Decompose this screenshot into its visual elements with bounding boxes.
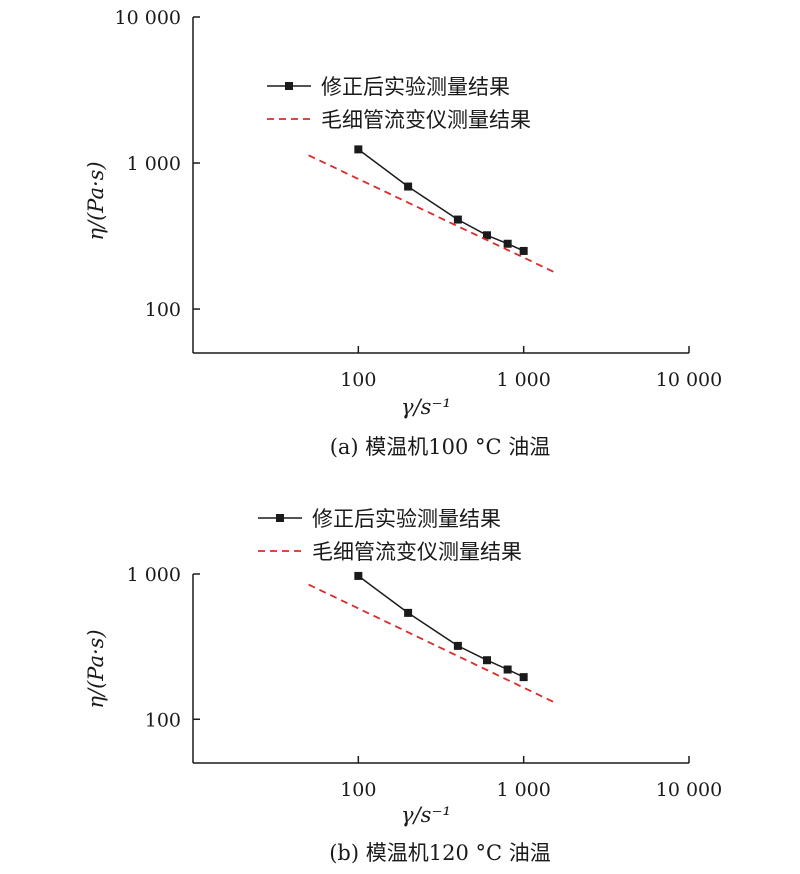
x-axis-title: γ/s⁻¹: [401, 395, 451, 419]
legend-label: 毛细管流变仪测量结果: [321, 108, 531, 132]
y-tick-label: 10 000: [115, 7, 181, 29]
legend-swatch-marker: [276, 514, 284, 522]
legend-swatch-marker: [285, 82, 293, 90]
data-point-marker: [519, 673, 528, 682]
chart-panel-1: 100 1 000 10 000 100 1 000 γ/s⁻¹ η/(Pa·s) 修正后实验…: [84, 507, 722, 865]
x-tick-label: 10 000: [656, 369, 722, 391]
data-point-marker: [354, 145, 363, 154]
data-point-marker: [453, 215, 462, 224]
y-tick-label: 1 000: [127, 564, 181, 586]
data-point-marker: [503, 665, 512, 674]
series-line-corrected-experiment: [357, 575, 525, 678]
data-point-marker: [354, 571, 363, 580]
x-axis-title: γ/s⁻¹: [401, 803, 451, 827]
x-tick-label: 1 000: [496, 779, 550, 801]
series-line-capillary-rheometer: [308, 154, 556, 274]
y-tick-label: 1 000: [127, 153, 181, 175]
y-tick-label: 100: [145, 709, 181, 731]
series-line-corrected-experiment: [357, 148, 525, 252]
data-point-marker: [404, 608, 413, 617]
y-axis-title: η/(Pa·s): [84, 629, 108, 708]
data-point-marker: [482, 231, 491, 240]
figure-caption: (a) 模温机100 °C 油温: [330, 435, 551, 459]
series-line-capillary-rheometer: [308, 583, 556, 704]
data-point-marker: [453, 641, 462, 650]
y-tick-label: 100: [145, 299, 181, 321]
legend-label: 修正后实验测量结果: [312, 507, 501, 531]
x-tick-label: 100: [340, 369, 376, 391]
legend-label: 毛细管流变仪测量结果: [312, 540, 522, 564]
data-point-marker: [404, 182, 413, 191]
figure-caption: (b) 模温机120 °C 油温: [329, 841, 551, 865]
x-tick-label: 100: [340, 779, 376, 801]
x-tick-label: 10 000: [656, 779, 722, 801]
x-tick-label: 1 000: [496, 369, 550, 391]
legend-label: 修正后实验测量结果: [321, 75, 510, 99]
data-point-marker: [482, 656, 491, 665]
y-axis-title: η/(Pa·s): [84, 161, 108, 240]
chart-panel-0: 100 1 000 10 000 100 1 000 10 000 γ/s⁻¹ η/(Pa·s…: [84, 7, 722, 459]
data-point-marker: [503, 239, 512, 248]
data-point-marker: [519, 246, 528, 255]
